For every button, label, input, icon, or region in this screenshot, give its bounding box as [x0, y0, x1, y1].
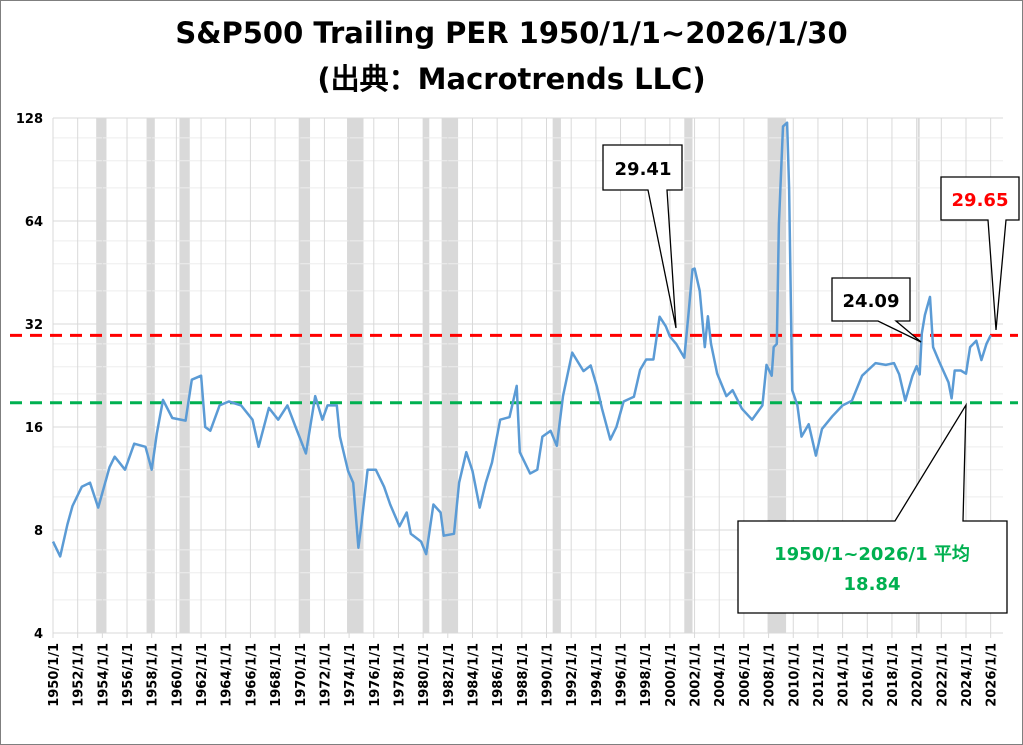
recession-band	[423, 118, 430, 633]
x-tick-label: 1974/1/1	[343, 643, 358, 707]
gridlines	[52, 117, 1003, 638]
x-tick-label: 1952/1/1	[72, 643, 87, 707]
x-tick-label: 2012/1/1	[812, 643, 827, 707]
x-tick-label: 1990/1/1	[541, 643, 556, 707]
x-tick-label: 1958/1/1	[146, 643, 161, 707]
x-tick-label: 1978/1/1	[392, 643, 407, 707]
x-tick-label: 1988/1/1	[516, 643, 531, 707]
y-tick-label: 4	[34, 627, 43, 642]
recession-band	[552, 118, 561, 633]
callout-2020-value: 24.09	[843, 291, 900, 312]
x-tick-label: 1996/1/1	[615, 643, 630, 707]
recession-band	[96, 118, 107, 633]
x-tick-label: 1950/1/1	[47, 643, 62, 707]
y-tick-label: 32	[25, 318, 43, 333]
callout-average: 1950/1~2026/1 平均 18.84	[737, 402, 1008, 614]
recession-band	[767, 118, 787, 633]
y-tick-label: 64	[25, 215, 43, 230]
x-tick-label: 1960/1/1	[170, 643, 185, 707]
x-tick-label: 1964/1/1	[220, 643, 235, 707]
recession-band	[917, 118, 920, 633]
x-tick-label: 1980/1/1	[417, 643, 432, 707]
x-tick-label: 1954/1/1	[96, 643, 111, 707]
chart-title: S&P500 Trailing PER 1950/1/1~2026/1/30	[175, 16, 848, 50]
x-tick-label: 1982/1/1	[442, 643, 457, 707]
callout-average-label: 1950/1~2026/1 平均	[774, 543, 970, 565]
x-axis-ticks: 1950/1/1 1952/1/1 1954/1/1 1956/1/1 1958/1/1…	[47, 643, 1000, 707]
y-tick-label: 8	[34, 524, 43, 539]
callout-2020: 24.09	[831, 277, 922, 343]
x-tick-label: 1968/1/1	[269, 643, 284, 707]
recession-band	[684, 118, 693, 633]
x-tick-label: 2006/1/1	[738, 643, 753, 707]
x-tick-label: 1994/1/1	[590, 643, 605, 707]
x-tick-label: 2022/1/1	[935, 643, 950, 707]
x-tick-label: 1966/1/1	[244, 643, 259, 707]
y-tick-label: 16	[25, 421, 43, 436]
x-tick-label: 2010/1/1	[787, 643, 802, 707]
x-tick-label: 2008/1/1	[763, 643, 778, 707]
x-tick-label: 1956/1/1	[121, 643, 136, 707]
y-axis-ticks: 128 64 32 16 8 4	[16, 112, 43, 642]
x-tick-label: 1972/1/1	[318, 643, 333, 707]
x-tick-label: 2024/1/1	[960, 643, 975, 707]
x-tick-label: 2020/1/1	[911, 643, 926, 707]
callout-2000-peak: 29.41	[602, 144, 683, 329]
x-tick-label: 2000/1/1	[664, 643, 679, 707]
recession-band	[347, 118, 364, 633]
recession-band	[441, 118, 459, 633]
recession-band	[146, 118, 155, 633]
x-tick-label: 1976/1/1	[368, 643, 383, 707]
y-tick-label: 128	[16, 112, 43, 127]
recession-band	[179, 118, 190, 633]
x-tick-label: 2002/1/1	[689, 643, 704, 707]
recession-bands	[96, 118, 920, 633]
callout-2000-peak-value: 29.41	[615, 159, 672, 180]
x-tick-label: 2026/1/1	[985, 643, 1000, 707]
x-tick-label: 2004/1/1	[713, 643, 728, 707]
callout-current-value: 29.65	[952, 190, 1009, 211]
x-tick-label: 1984/1/1	[466, 643, 481, 707]
x-tick-label: 2018/1/1	[886, 643, 901, 707]
x-tick-label: 1992/1/1	[565, 643, 580, 707]
callout-current: 29.65	[940, 176, 1020, 331]
x-tick-label: 2014/1/1	[837, 643, 852, 707]
chart-subtitle-source: (出典：Macrotrends LLC)	[317, 62, 706, 96]
x-tick-label: 2016/1/1	[861, 643, 876, 707]
x-tick-label: 1986/1/1	[491, 643, 506, 707]
x-tick-label: 1998/1/1	[639, 643, 654, 707]
callout-average-value: 18.84	[844, 574, 901, 595]
series-line	[51, 121, 992, 558]
x-tick-label: 1962/1/1	[195, 643, 210, 707]
recession-band	[298, 118, 311, 633]
x-tick-label: 1970/1/1	[294, 643, 309, 707]
